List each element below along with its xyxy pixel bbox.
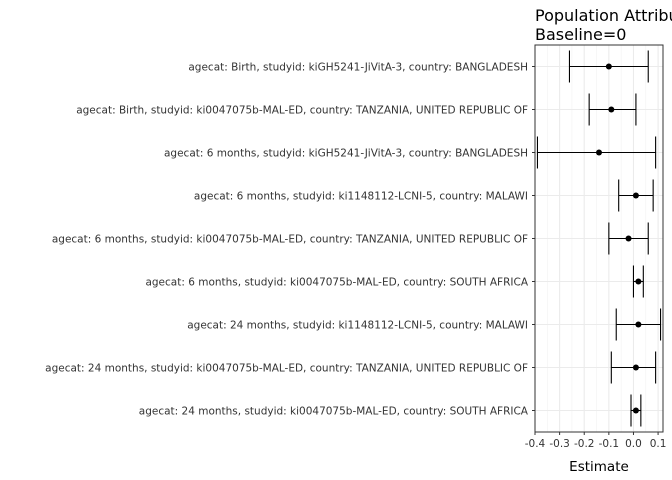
row-label: agecat: 24 months, studyid: ki0047075b-M… bbox=[139, 406, 529, 418]
panel-border bbox=[534, 44, 664, 433]
x-tick-label: 0.0 bbox=[625, 438, 642, 450]
row-label: agecat: 6 months, studyid: ki0047075b-MA… bbox=[145, 277, 528, 289]
forest-row: agecat: 24 months, studyid: ki0047075b-M… bbox=[139, 394, 642, 427]
forest-row: agecat: 6 months, studyid: ki0047075b-MA… bbox=[145, 265, 644, 298]
point-estimate bbox=[632, 407, 639, 414]
forest-row: agecat: 24 months, studyid: ki1148112-LC… bbox=[187, 308, 662, 341]
row-label: agecat: 24 months, studyid: ki0047075b-M… bbox=[45, 363, 528, 375]
x-tick-label: 0.1 bbox=[650, 438, 667, 450]
point-estimate bbox=[605, 63, 612, 70]
x-axis: -0.4 -0.3 -0.2 -0.1 0.0 0.1 bbox=[525, 432, 667, 450]
rows: agecat: Birth, studyid: kiGH5241-JiVitA-… bbox=[45, 50, 662, 427]
point-estimate bbox=[635, 321, 642, 328]
row-label: agecat: Birth, studyid: kiGH5241-JiVitA-… bbox=[188, 62, 528, 74]
point-estimate bbox=[635, 278, 642, 285]
point-estimate bbox=[632, 364, 639, 371]
forest-row: agecat: 6 months, studyid: ki0047075b-MA… bbox=[52, 222, 649, 255]
chart-subtitle: Baseline=0 bbox=[535, 25, 626, 44]
row-label: agecat: Birth, studyid: ki0047075b-MAL-E… bbox=[76, 105, 528, 117]
x-tick-label: -0.3 bbox=[549, 438, 570, 450]
forest-row: agecat: Birth, studyid: ki0047075b-MAL-E… bbox=[76, 93, 637, 126]
x-axis-label: Estimate bbox=[569, 459, 629, 475]
forest-row: agecat: 24 months, studyid: ki0047075b-M… bbox=[45, 351, 657, 384]
x-tick-label: -0.1 bbox=[599, 438, 620, 450]
forest-row: agecat: 6 months, studyid: kiGH5241-JiVi… bbox=[164, 136, 657, 169]
forest-row: agecat: 6 months, studyid: ki1148112-LCN… bbox=[194, 179, 654, 212]
x-tick-label: -0.2 bbox=[574, 438, 595, 450]
forest-row: agecat: Birth, studyid: kiGH5241-JiVitA-… bbox=[188, 50, 649, 83]
row-label: agecat: 24 months, studyid: ki1148112-LC… bbox=[187, 320, 528, 332]
point-estimate bbox=[632, 192, 639, 199]
chart-title: Population Attributable Fraction bbox=[535, 6, 672, 25]
row-label: agecat: 6 months, studyid: kiGH5241-JiVi… bbox=[164, 148, 528, 160]
row-label: agecat: 6 months, studyid: ki1148112-LCN… bbox=[194, 191, 528, 203]
point-estimate bbox=[625, 235, 632, 242]
point-estimate bbox=[596, 149, 602, 156]
x-tick-label: -0.4 bbox=[525, 438, 546, 450]
row-label: agecat: 6 months, studyid: ki0047075b-MA… bbox=[52, 234, 528, 246]
point-estimate bbox=[608, 106, 615, 113]
